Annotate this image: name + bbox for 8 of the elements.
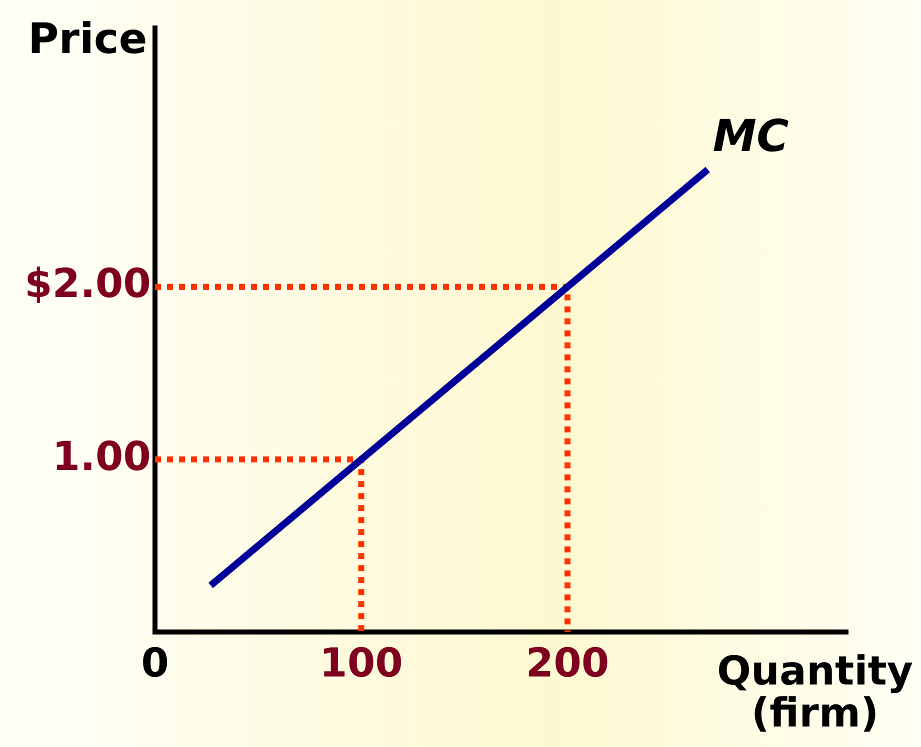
x-tick-label: 100: [320, 640, 403, 686]
x-tick-label: 0: [141, 640, 169, 686]
x-axis-title: Quantity (firm): [717, 648, 913, 736]
annotation: MC: [712, 110, 789, 162]
x-tick-label: 200: [526, 640, 610, 686]
y-axis-title: Price: [28, 14, 148, 63]
y-tick-label: $2.00: [24, 261, 151, 308]
y-tick-label: 1.00: [52, 434, 151, 480]
